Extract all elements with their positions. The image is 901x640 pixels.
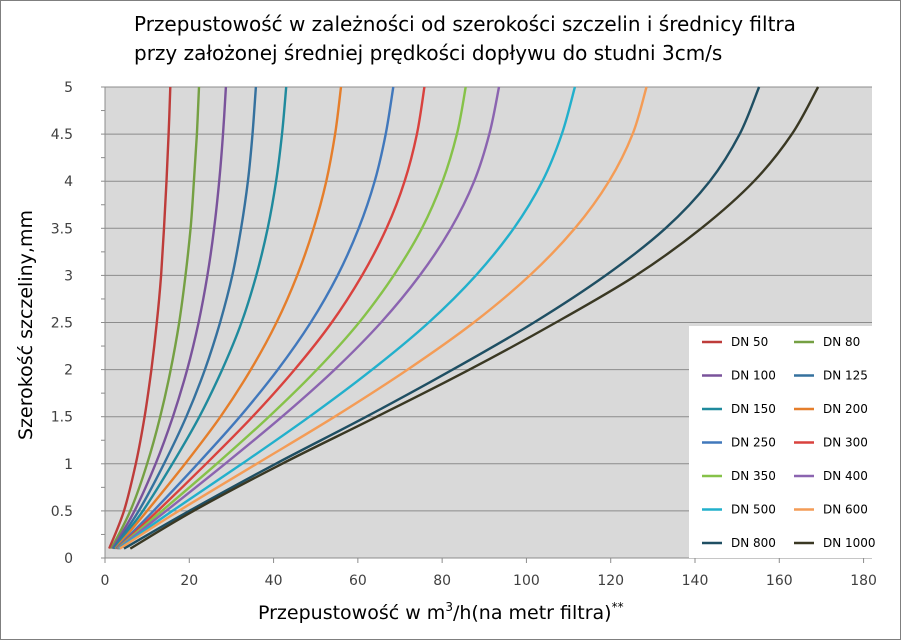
- legend-entry-label: DN 100: [731, 369, 776, 383]
- legend-entry-label: DN 150: [731, 402, 776, 416]
- series-line-dn-1000: [129, 86, 820, 550]
- x-tick-label: 180: [850, 573, 877, 589]
- legend-entry-label: DN 300: [823, 436, 868, 450]
- y-axis-label: Szerokość szczeliny,mm: [15, 210, 37, 440]
- series-line-dn-50: [108, 86, 172, 550]
- y-tick-label: 0.5: [51, 504, 73, 520]
- legend-entry-label: DN 350: [731, 469, 776, 483]
- legend-entry-label: DN 200: [823, 402, 868, 416]
- series-line-dn-100: [111, 86, 228, 550]
- legend: DN 50 DN 80 DN 100 DN 125 DN 150 DN 200 DN 250…: [689, 326, 878, 558]
- y-tick-label: 4: [64, 174, 73, 190]
- series-line-dn-200: [114, 86, 343, 550]
- y-tick-label: 3.5: [51, 221, 73, 237]
- series-line-dn-350: [116, 86, 467, 550]
- legend-entry-label: DN 500: [731, 503, 776, 517]
- legend-entry-label: DN 50: [731, 335, 768, 349]
- series-line-dn-800: [123, 86, 761, 550]
- x-tick-label: 0: [101, 573, 110, 589]
- x-tick-label: 120: [597, 573, 624, 589]
- series-line-dn-250: [115, 86, 395, 550]
- y-tick-label: 4.5: [51, 127, 73, 143]
- series-line-dn-125: [112, 86, 258, 550]
- x-axis: 0 20 40 60 80 100 120 140 160 180: [101, 557, 877, 589]
- series-line-dn-500: [118, 86, 577, 550]
- x-tick-label: 140: [682, 573, 709, 589]
- y-tick-label: 0: [64, 551, 73, 567]
- series-lines: [108, 86, 820, 550]
- legend-entry-label: DN 600: [823, 503, 868, 517]
- x-tick-label: 60: [349, 573, 367, 589]
- y-tick-label: 2: [64, 363, 73, 379]
- y-tick-label: 3: [64, 268, 73, 284]
- series-line-dn-300: [116, 86, 426, 550]
- legend-entry-label: DN 400: [823, 469, 868, 483]
- legend-entry-label: DN 800: [731, 536, 776, 550]
- y-tick-label: 2.5: [51, 316, 73, 332]
- x-axis-label: Przepustowość w m3/h(na metr filtra)**: [258, 600, 624, 624]
- y-tick-label: 1.5: [51, 410, 73, 426]
- x-tick-label: 160: [766, 573, 793, 589]
- x-tick-label: 100: [513, 573, 540, 589]
- series-line-dn-400: [117, 86, 501, 550]
- series-line-dn-150: [113, 86, 288, 550]
- y-tick-label: 1: [64, 457, 73, 473]
- y-tick-label: 5: [64, 80, 73, 96]
- x-tick-label: 80: [433, 573, 451, 589]
- chart-subtitle: przy założonej średniej prędkości dopływ…: [134, 41, 722, 65]
- legend-entry-label: DN 250: [731, 436, 776, 450]
- legend-entry-label: DN 1000: [823, 536, 876, 550]
- legend-entry-label: DN 125: [823, 369, 868, 383]
- series-line-dn-80: [110, 86, 201, 550]
- series-line-dn-600: [119, 86, 648, 550]
- legend-entry-label: DN 80: [823, 335, 860, 349]
- x-tick-label: 40: [265, 573, 283, 589]
- y-axis: 0 0.5 1 1.5 2 2.5 3 3.5 4 4.5 5: [51, 80, 106, 567]
- x-tick-label: 20: [180, 573, 198, 589]
- chart-title: Przepustowość w zależności od szerokości…: [134, 12, 796, 36]
